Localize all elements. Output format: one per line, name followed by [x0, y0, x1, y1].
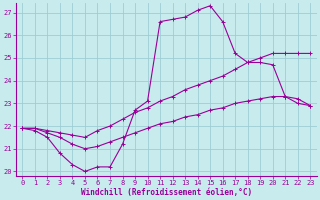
X-axis label: Windchill (Refroidissement éolien,°C): Windchill (Refroidissement éolien,°C)	[81, 188, 252, 197]
